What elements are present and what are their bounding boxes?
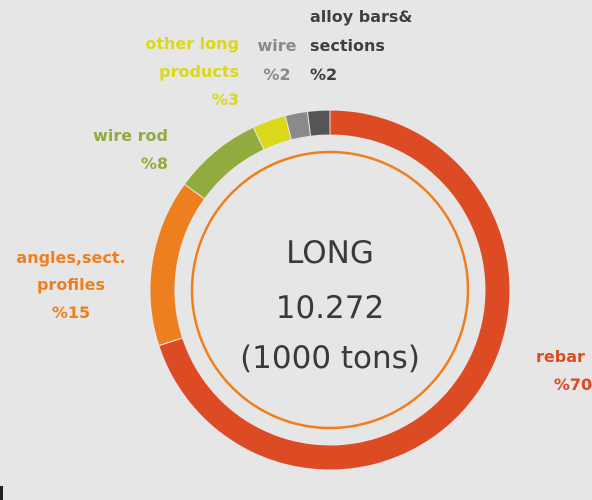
alloy-label-line2: sections	[310, 36, 385, 55]
wire-percent: %2	[263, 65, 290, 84]
other-long-label-line2: products	[159, 62, 239, 81]
center-unit: (1000 tons)	[240, 340, 420, 376]
wire-rod-percent: %8	[141, 154, 168, 173]
wire-rod-label: wire rod	[93, 126, 168, 145]
slice-alloy-bars-sections	[306, 109, 331, 137]
center-title: LONG	[286, 235, 374, 271]
alloy-label-line1: alloy bars&	[310, 7, 412, 26]
donut-slices	[149, 109, 511, 471]
center-label: LONG 10.272 (1000 tons)	[240, 235, 420, 376]
wire-label: wire	[257, 36, 296, 55]
inner-ring	[190, 150, 470, 430]
angles-percent: %15	[52, 303, 90, 322]
rebar-percent: %70	[554, 375, 592, 394]
slice-rebar	[158, 109, 511, 471]
corner-tick	[0, 486, 3, 500]
other-long-label-line1: other long	[145, 34, 239, 53]
rebar-label: rebar	[536, 347, 585, 366]
alloy-percent: %2	[310, 65, 337, 84]
other-long-percent: %3	[212, 90, 239, 109]
slice-wire-rod	[183, 126, 265, 200]
angles-label-line2: profiles	[37, 275, 105, 294]
center-total: 10.272	[276, 290, 384, 326]
angles-label-line1: angles,sect.	[16, 248, 125, 267]
